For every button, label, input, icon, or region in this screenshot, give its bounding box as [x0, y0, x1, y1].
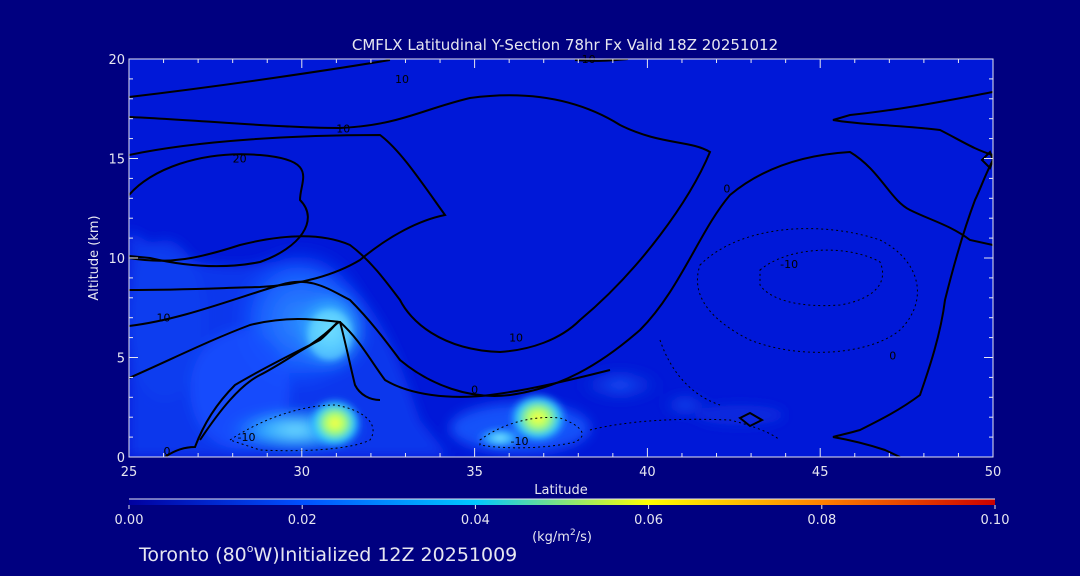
colorbar-tick-label: 0.00 [115, 513, 144, 528]
contour-line [980, 150, 993, 170]
footer-degree: o [247, 542, 254, 555]
colorbar-label: (kg/m2/s) [532, 528, 592, 545]
x-axis: 25 30 35 40 45 50 [121, 59, 1002, 480]
contour-label: 0 [164, 445, 171, 458]
y-tick-label: 5 [117, 352, 125, 367]
contour-label: 10 [395, 73, 409, 86]
contour-line-dashed [228, 404, 374, 452]
contour-line [832, 159, 993, 457]
x-tick-label: 35 [466, 465, 483, 480]
colorbar-ticks: 0.00 0.02 0.04 0.06 0.08 0.10 [115, 505, 1010, 528]
x-tick-label: 25 [121, 465, 138, 480]
footer-location: Toronto (80 [138, 544, 247, 566]
contour-line [832, 91, 993, 156]
flux-shading [129, 230, 785, 457]
contour-line-dashed [759, 249, 883, 307]
contour-line [164, 321, 339, 457]
contour-line [129, 59, 391, 98]
contour-lines-negative [228, 228, 918, 452]
contour-lines [129, 59, 993, 457]
x-axis-label: Latitude [534, 483, 588, 498]
contour-line [129, 153, 309, 268]
colorbar-tick-label: 0.06 [634, 513, 663, 528]
x-tick-label: 45 [812, 465, 829, 480]
contour-label: -10 [511, 435, 529, 448]
contour-label: 10 [509, 332, 523, 345]
y-tick-label: 0 [117, 451, 125, 466]
chart-title: CMFLX Latitudinal Y-Section 78hr Fx Vali… [352, 36, 778, 54]
colorbar [129, 499, 995, 505]
contour-label: 0 [471, 383, 478, 396]
y-tick-label: 20 [108, 53, 125, 68]
contour-label: 0 [723, 182, 730, 195]
colorbar-label-prefix: (kg/m [532, 530, 570, 545]
colorbar-tick-label: 0.08 [807, 513, 836, 528]
contour-line [129, 94, 712, 354]
colorbar-tick-label: 0.02 [288, 513, 317, 528]
contour-line [129, 318, 611, 398]
y-tick-label: 10 [108, 252, 125, 267]
colorbar-label-suffix: /s) [576, 530, 592, 545]
contour-line [129, 150, 993, 397]
footer-init: W)Initialized 12Z 20251009 [254, 544, 518, 566]
y-axis-label: Altitude (km) [87, 215, 102, 300]
contour-label: 10 [336, 123, 350, 136]
contour-label: 10 [157, 312, 171, 325]
contour-label: 0 [889, 349, 896, 362]
colorbar-tick-label: 0.10 [981, 513, 1010, 528]
footer-caption: Toronto (80oW)Initialized 12Z 20251009 [138, 542, 517, 566]
x-tick-label: 30 [294, 465, 311, 480]
contour-line [738, 411, 765, 428]
colorbar-tick-label: 0.04 [461, 513, 490, 528]
y-axis: 0 5 10 15 20 [108, 53, 993, 466]
y-tick-label: 15 [108, 153, 125, 168]
x-tick-label: 40 [639, 465, 656, 480]
contour-line-dashed [696, 228, 918, 353]
x-tick-label: 50 [985, 465, 1002, 480]
contour-line-dashed [659, 339, 721, 406]
contour-line [129, 133, 447, 291]
contour-label: 20 [233, 152, 247, 165]
contour-line-dashed [479, 416, 583, 449]
colorbar-label-exp: 2 [570, 528, 576, 538]
contour-label: -10 [780, 258, 798, 271]
contour-label: -10 [238, 431, 256, 444]
